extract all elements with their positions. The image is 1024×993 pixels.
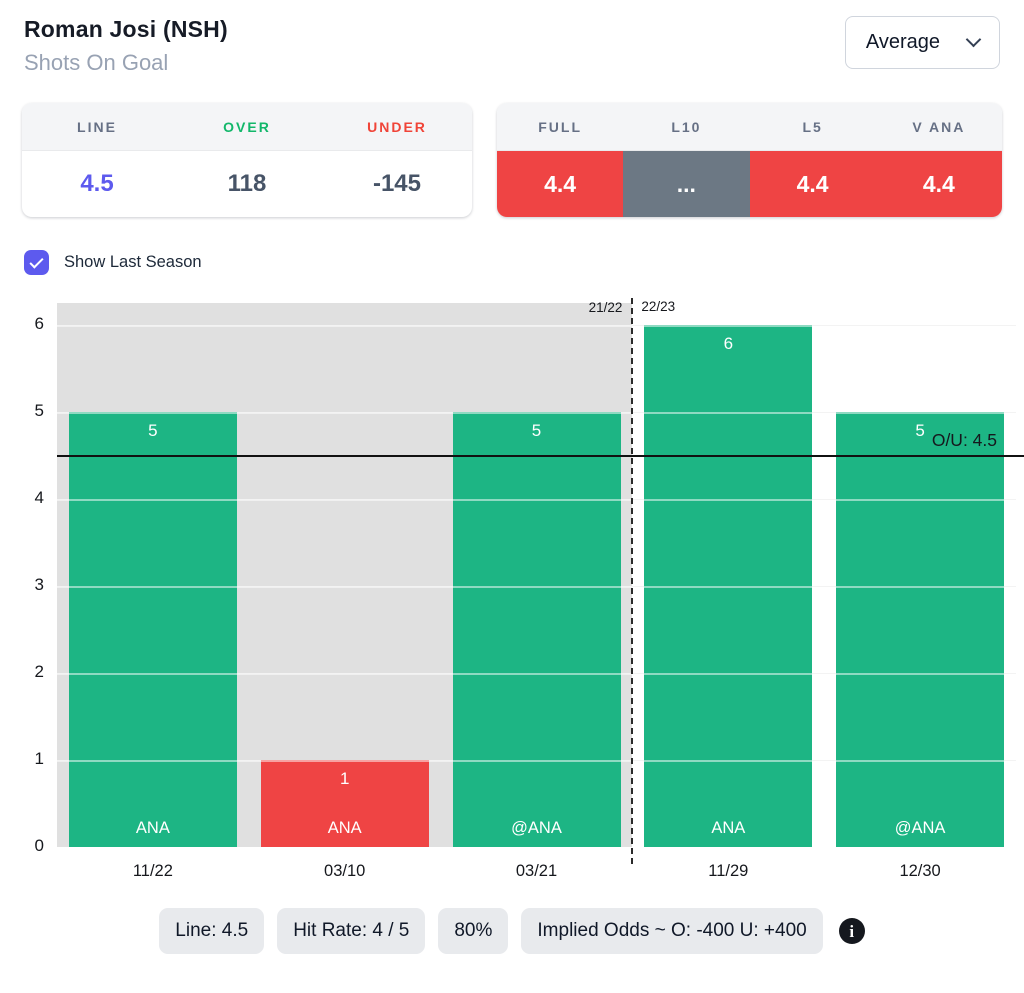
bar-opponent-label: ANA <box>711 819 746 837</box>
l5-column-header: L5 <box>802 118 823 135</box>
season-divider <box>631 298 634 864</box>
over-column-header: OVER <box>223 118 271 135</box>
betting-line-card-header: LINE OVER UNDER <box>22 103 472 151</box>
view-mode-dropdown[interactable]: Average <box>844 16 1000 69</box>
chevron-down-icon <box>965 31 982 48</box>
season-label-current: 22/23 <box>641 299 676 314</box>
view-mode-value: Average <box>865 31 940 53</box>
y-axis-tick: 0 <box>34 836 44 855</box>
y-axis-tick: 2 <box>34 662 44 681</box>
info-icon[interactable]: i <box>838 918 865 944</box>
bar-opponent-label: @ANA <box>894 819 946 837</box>
show-last-season-toggle: Show Last Season <box>24 250 1000 275</box>
bar-value-label: 6 <box>723 334 734 353</box>
vs-opp-average-cell[interactable]: 4.4 <box>875 151 1002 217</box>
bar-opponent-label: ANA <box>327 819 362 837</box>
line-badge: Line: 4.5 <box>159 908 265 954</box>
summary-badges-row: Line: 4.5 Hit Rate: 4 / 5 80% Implied Od… <box>0 908 1024 954</box>
x-axis-label: 03/10 <box>324 862 366 880</box>
over-under-line <box>57 454 1024 457</box>
x-axis-label: 03/21 <box>515 862 558 880</box>
bar-value-label: 5 <box>915 421 925 440</box>
l5-average-cell[interactable]: 4.4 <box>749 151 876 217</box>
x-axis-label: 11/22 <box>132 862 173 880</box>
betting-line-card: LINE OVER UNDER 4.5 118 -145 <box>22 103 472 217</box>
chart-bar[interactable]: 6 ANA <box>644 325 813 847</box>
player-prop-dashboard: Roman Josi (NSH) Shots On Goal Average L… <box>0 0 1024 954</box>
title-block: Roman Josi (NSH) Shots On Goal <box>24 16 228 76</box>
shots-on-goal-bar-chart: 0 1 2 3 4 5 6 5 ANA 1 ANA 5 @ANA 6 ANA 5 @ANA 21/22 22/23 O… <box>0 296 1024 888</box>
show-last-season-label[interactable]: Show Last Season <box>64 253 202 271</box>
average-splits-card-header: FULL L10 L5 V ANA <box>497 103 1002 151</box>
y-axis-tick: 3 <box>34 575 44 594</box>
y-axis-tick: 5 <box>34 401 44 420</box>
header: Roman Josi (NSH) Shots On Goal Average <box>0 0 1024 76</box>
gridline <box>57 325 1016 326</box>
betting-line-card-values: 4.5 118 -145 <box>22 151 472 217</box>
under-column-header: UNDER <box>367 118 427 135</box>
bar-value-label: 1 <box>339 769 350 788</box>
checkmark-icon <box>29 253 44 269</box>
chart-bar[interactable]: 5 @ANA <box>836 412 1005 847</box>
show-last-season-checkbox[interactable] <box>24 250 49 275</box>
x-axis-label: 11/29 <box>708 862 749 880</box>
bar-opponent-label: ANA <box>135 819 170 837</box>
full-average-cell[interactable]: 4.4 <box>497 151 624 217</box>
over-odds-value: 118 <box>227 170 267 197</box>
l10-average-cell[interactable]: ... <box>623 151 750 217</box>
stat-cards-row: LINE OVER UNDER 4.5 118 -145 FULL L10 L5… <box>22 103 1002 217</box>
average-splits-card-values: 4.4 ... 4.4 4.4 <box>497 151 1002 217</box>
chart-bar[interactable]: 1 ANA <box>260 760 429 847</box>
l10-column-header: L10 <box>671 118 702 135</box>
player-name: Roman Josi (NSH) <box>24 16 228 42</box>
chart-bar[interactable]: 5 ANA <box>68 412 237 847</box>
hit-rate-percent-badge: 80% <box>438 908 509 954</box>
y-axis-tick: 6 <box>34 314 44 333</box>
vs-opp-column-header: V ANA <box>912 118 966 135</box>
average-splits-card: FULL L10 L5 V ANA 4.4 ... 4.4 4.4 <box>497 103 1002 217</box>
stat-label: Shots On Goal <box>24 50 169 75</box>
bar-value-label: 5 <box>531 421 542 440</box>
season-label-last: 21/22 <box>588 300 623 315</box>
y-axis-tick: 1 <box>34 749 44 768</box>
bar-value-label: 5 <box>148 421 158 440</box>
over-under-label: O/U: 4.5 <box>931 429 997 450</box>
y-axis-tick: 4 <box>34 488 44 507</box>
bar-opponent-label: @ANA <box>511 819 562 837</box>
line-value: 4.5 <box>80 170 114 197</box>
x-axis-label: 12/30 <box>899 862 941 880</box>
hit-rate-badge: Hit Rate: 4 / 5 <box>277 908 426 954</box>
implied-odds-badge: Implied Odds ~ O: -400 U: +400 <box>521 908 823 954</box>
line-column-header: LINE <box>77 118 117 135</box>
under-odds-value: -145 <box>372 170 422 197</box>
full-column-header: FULL <box>538 118 582 135</box>
info-icon-glyph: i <box>849 921 855 941</box>
chart-bar[interactable]: 5 @ANA <box>452 412 621 847</box>
